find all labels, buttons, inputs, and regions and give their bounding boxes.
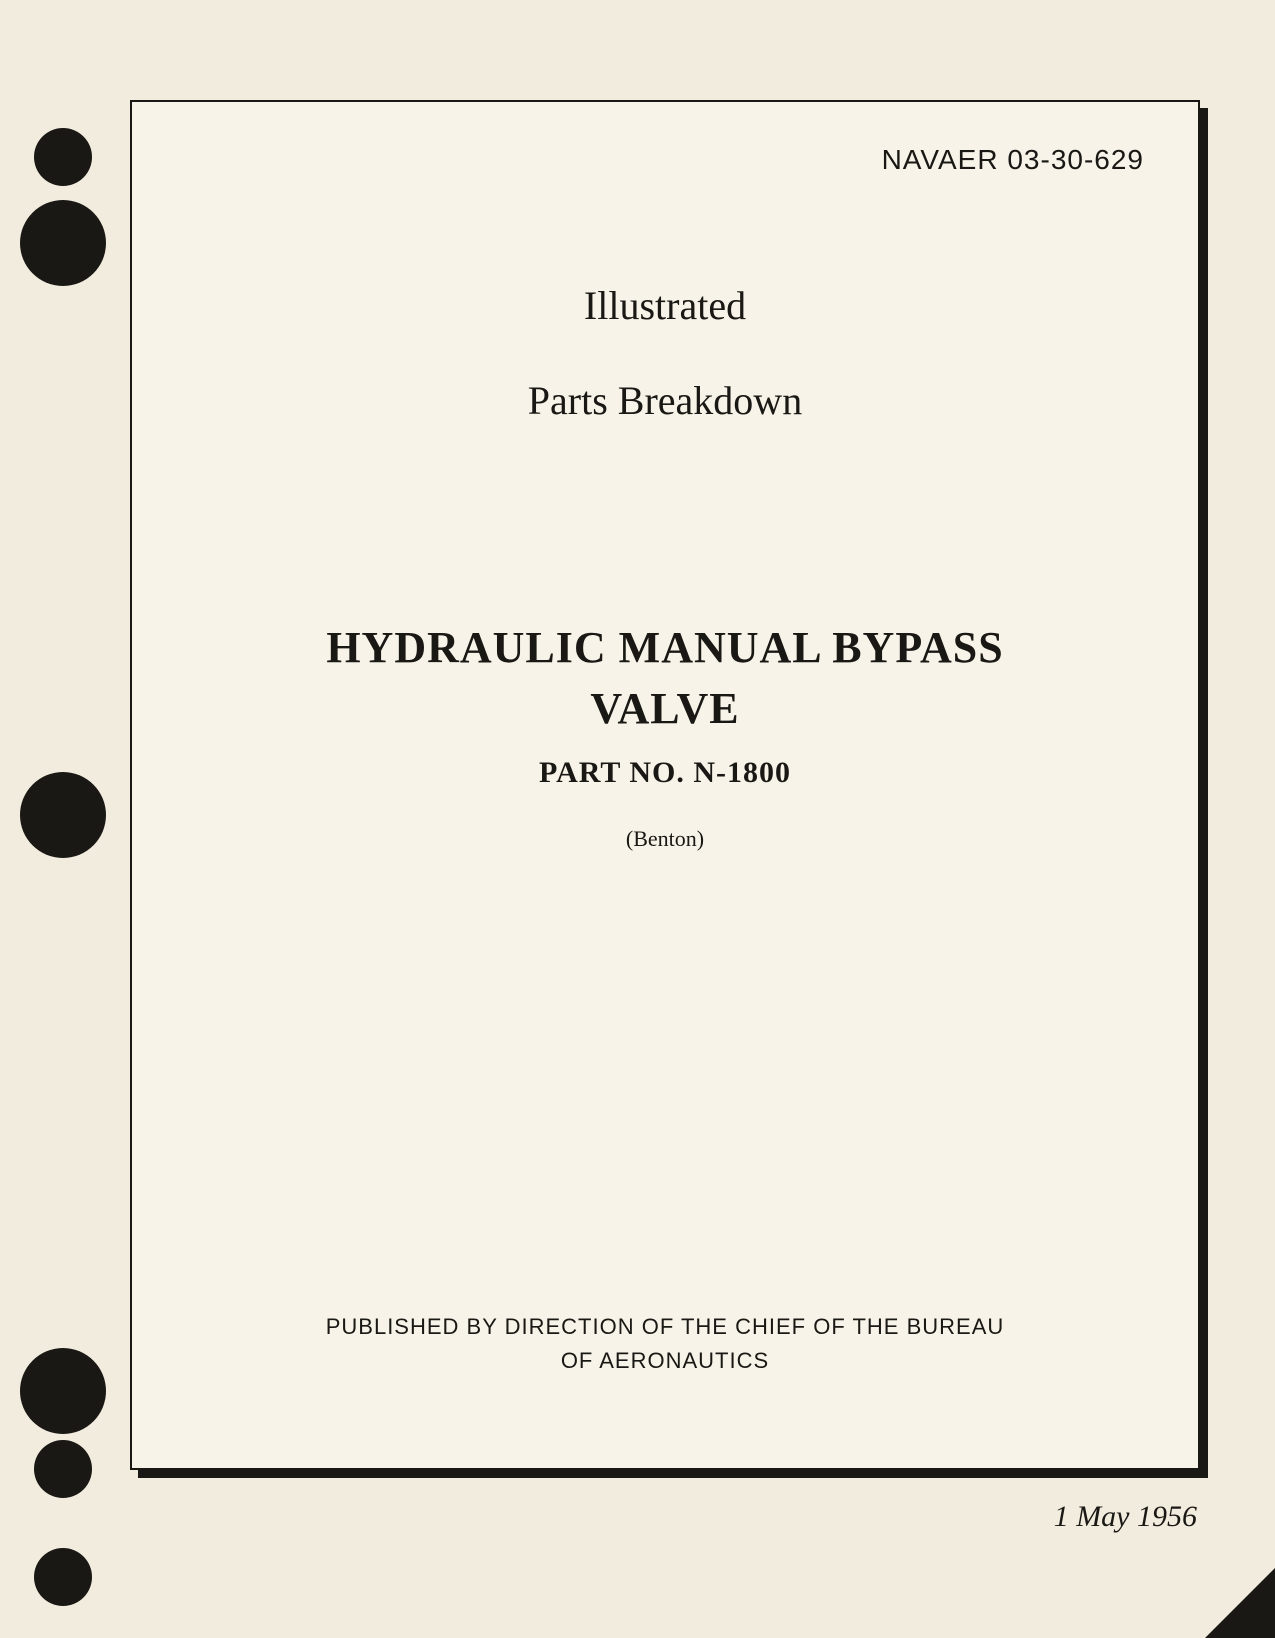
manufacturer: (Benton) — [132, 826, 1198, 852]
part-number: PART NO. N-1800 — [132, 756, 1198, 790]
publisher-block: PUBLISHED BY DIRECTION OF THE CHIEF OF T… — [132, 1310, 1198, 1378]
title-line-2: VALVE — [132, 683, 1198, 734]
document-id: NAVAER 03-30-629 — [882, 144, 1144, 176]
publication-date: 1 May 1956 — [1054, 1500, 1197, 1534]
title-line-1: HYDRAULIC MANUAL BYPASS — [132, 622, 1198, 673]
punch-hole-icon — [34, 1548, 92, 1606]
title-frame: NAVAER 03-30-629 Illustrated Parts Break… — [130, 100, 1200, 1470]
publisher-line-2: OF AERONAUTICS — [132, 1344, 1198, 1378]
punch-hole-icon — [34, 1440, 92, 1498]
scanned-page: NAVAER 03-30-629 Illustrated Parts Break… — [0, 0, 1275, 1638]
publisher-line-1: PUBLISHED BY DIRECTION OF THE CHIEF OF T… — [132, 1310, 1198, 1344]
title-block: HYDRAULIC MANUAL BYPASS VALVE PART NO. N… — [132, 622, 1198, 852]
heading-block: Illustrated Parts Breakdown — [132, 282, 1198, 424]
punch-hole-icon — [20, 772, 106, 858]
page-corner-fold-icon — [1205, 1568, 1275, 1638]
punch-hole-icon — [20, 1348, 106, 1434]
heading-illustrated: Illustrated — [132, 282, 1198, 329]
heading-parts-breakdown: Parts Breakdown — [132, 377, 1198, 424]
punch-hole-icon — [34, 128, 92, 186]
punch-hole-icon — [20, 200, 106, 286]
